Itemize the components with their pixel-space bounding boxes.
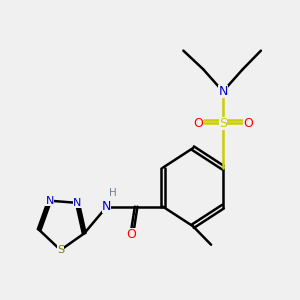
Text: N: N	[45, 196, 54, 206]
Text: N: N	[73, 198, 82, 208]
Text: S: S	[57, 245, 64, 255]
Text: H: H	[109, 188, 117, 197]
Text: N: N	[218, 85, 228, 98]
Text: O: O	[243, 117, 253, 130]
Text: S: S	[219, 117, 227, 130]
Text: O: O	[127, 228, 136, 241]
Text: N: N	[102, 200, 111, 213]
Text: O: O	[193, 117, 203, 130]
